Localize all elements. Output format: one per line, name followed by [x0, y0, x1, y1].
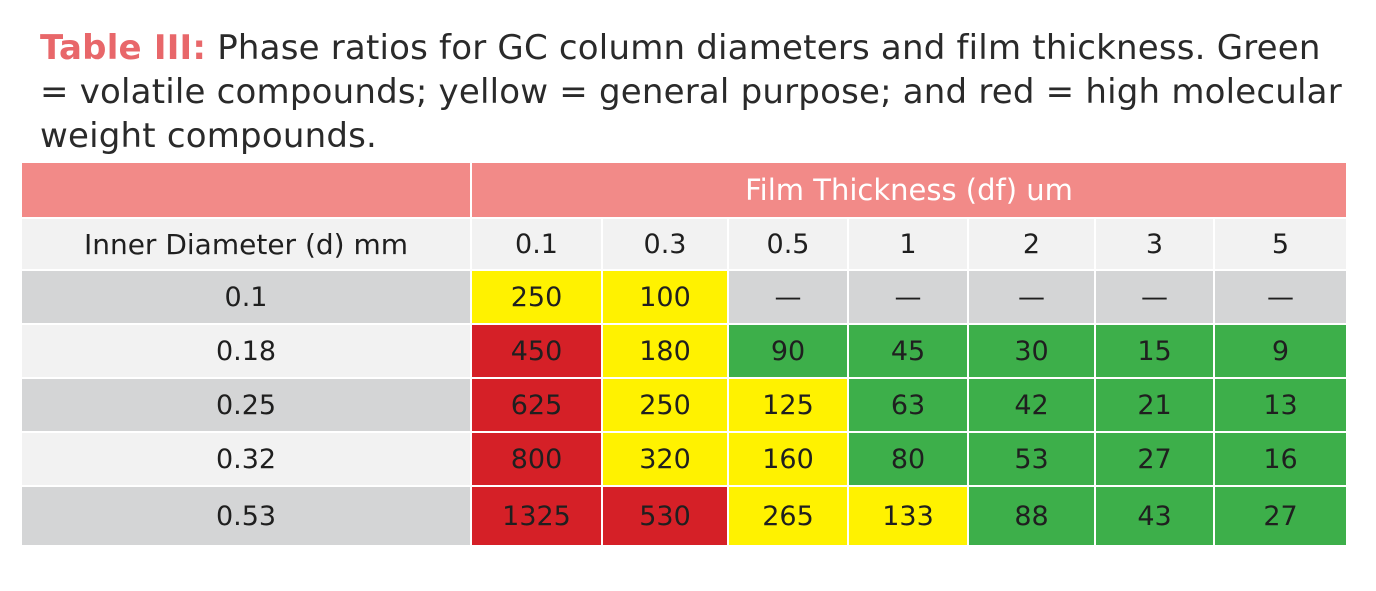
ratio-cell: —	[848, 270, 969, 325]
row-diameter-cell: 0.53	[22, 486, 472, 547]
ratio-cell: 16	[1214, 432, 1347, 487]
ratio-cell: 42	[968, 378, 1096, 433]
column-header: 3	[1095, 218, 1215, 271]
ratio-cell: 15	[1095, 324, 1215, 379]
phase-ratio-table: Film Thickness (df) um Inner Diameter (d…	[22, 163, 1347, 547]
row-diameter-cell: 0.18	[22, 324, 472, 379]
ratio-cell: 133	[848, 486, 969, 547]
ratio-cell: 160	[728, 432, 849, 487]
column-header: 2	[968, 218, 1096, 271]
table-row: 0.25 625 250 125 63 42 21 13	[22, 378, 1347, 433]
ratio-cell: 45	[848, 324, 969, 379]
column-header: 1	[848, 218, 969, 271]
table-caption: Table III: Phase ratios for GC column di…	[40, 26, 1360, 158]
ratio-cell: 80	[848, 432, 969, 487]
row-diameter-cell: 0.32	[22, 432, 472, 487]
caption-text: Phase ratios for GC column diameters and…	[40, 28, 1342, 156]
film-thickness-header: Film Thickness (df) um	[469, 163, 1347, 219]
ratio-cell: 125	[728, 378, 849, 433]
ratio-cell: 180	[602, 324, 729, 379]
ratio-cell: 800	[471, 432, 603, 487]
column-header: 0.1	[471, 218, 603, 271]
ratio-cell: —	[728, 270, 849, 325]
ratio-cell: —	[1214, 270, 1347, 325]
ratio-cell: —	[1095, 270, 1215, 325]
caption-label: Table III:	[40, 28, 207, 68]
ratio-cell: 53	[968, 432, 1096, 487]
ratio-cell: 320	[602, 432, 729, 487]
column-header: 0.5	[728, 218, 849, 271]
header-blank-cell	[22, 163, 472, 219]
row-diameter-cell: 0.1	[22, 270, 472, 325]
table-row: 0.1 250 100— — — — —	[22, 270, 1347, 325]
ratio-cell: 250	[602, 378, 729, 433]
ratio-cell: 250	[471, 270, 603, 325]
ratio-cell: 265	[728, 486, 849, 547]
ratio-cell: 90	[728, 324, 849, 379]
row-diameter-cell: 0.25	[22, 378, 472, 433]
ratio-cell: 1325	[471, 486, 603, 547]
inner-diameter-header: Inner Diameter (d) mm	[22, 218, 472, 271]
ratio-cell: 13	[1214, 378, 1347, 433]
ratio-cell: —	[968, 270, 1096, 325]
ratio-cell: 63	[848, 378, 969, 433]
header-row-group: Film Thickness (df) um	[22, 163, 1347, 219]
ratio-cell: 21	[1095, 378, 1215, 433]
ratio-cell: 27	[1214, 486, 1347, 547]
ratio-cell: 88	[968, 486, 1096, 547]
ratio-cell: 100	[602, 270, 729, 325]
column-header: 0.3	[602, 218, 729, 271]
column-header: 5	[1214, 218, 1347, 271]
table-row: 0.53 1325 530 265 133 88 43 27	[22, 486, 1347, 547]
header-row-columns: Inner Diameter (d) mm 0.1 0.3 0.5 1 2 3 …	[22, 218, 1347, 271]
ratio-cell: 27	[1095, 432, 1215, 487]
ratio-cell: 530	[602, 486, 729, 547]
table-row: 0.32 800 320 160 80 53 27 16	[22, 432, 1347, 487]
table-row: 0.18 450 180 90 45 30 15 9	[22, 324, 1347, 379]
ratio-cell: 9	[1214, 324, 1347, 379]
ratio-cell: 30	[968, 324, 1096, 379]
ratio-cell: 625	[471, 378, 603, 433]
ratio-cell: 43	[1095, 486, 1215, 547]
ratio-cell: 450	[471, 324, 603, 379]
